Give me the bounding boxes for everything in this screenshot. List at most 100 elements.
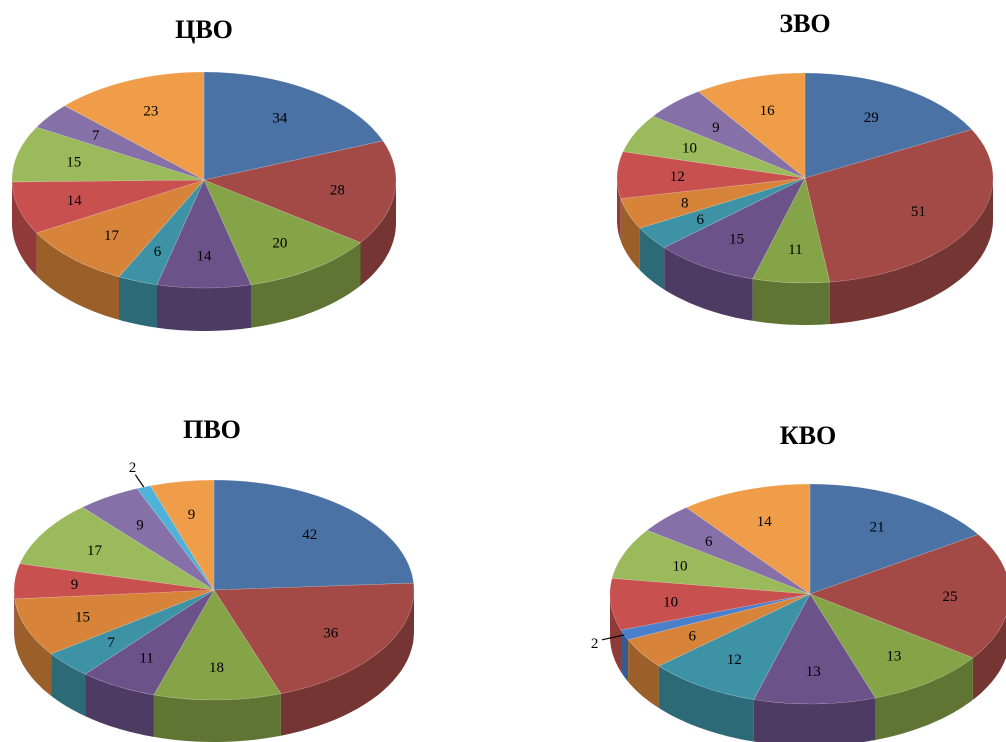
data-label-pvo: 9 bbox=[188, 507, 196, 523]
pie-slice-kvo bbox=[809, 483, 979, 595]
pie-slice-kvo bbox=[753, 593, 876, 705]
data-label-pvo: 36 bbox=[323, 625, 339, 641]
pie-slice-kvo bbox=[809, 534, 1006, 659]
data-label-zvo: 15 bbox=[729, 231, 744, 247]
pie-slice-kvo bbox=[609, 577, 811, 631]
pie-side-kvo bbox=[875, 657, 973, 740]
pie-side-cvo bbox=[251, 242, 361, 328]
pie-slice-zvo bbox=[620, 177, 806, 229]
data-label-pvo: 18 bbox=[209, 660, 224, 676]
data-label-pvo: 7 bbox=[107, 635, 115, 651]
data-label-pvo: 9 bbox=[136, 518, 144, 534]
pie-slice-cvo bbox=[36, 105, 205, 181]
data-label-zvo: 12 bbox=[670, 169, 685, 185]
pie-chart-cvo: 34 28 20 14 6 17 14 15 7 23 bbox=[11, 71, 397, 331]
pie-side-pvo bbox=[153, 693, 281, 742]
data-label-pvo: 17 bbox=[87, 543, 103, 559]
pie-slice-cvo bbox=[64, 71, 205, 181]
pie-side-pvo bbox=[14, 590, 15, 641]
pie-slice-cvo bbox=[202, 140, 397, 243]
data-label-cvo: 20 bbox=[272, 235, 287, 251]
data-label-cvo: 15 bbox=[66, 155, 81, 171]
data-label-zvo: 11 bbox=[788, 242, 802, 258]
data-label-zvo: 6 bbox=[697, 212, 705, 228]
data-label-cvo: 28 bbox=[330, 182, 345, 198]
pie-slice-zvo bbox=[616, 151, 806, 199]
pie-side-cvo bbox=[12, 181, 37, 276]
leader-line bbox=[134, 474, 145, 488]
pie-side-zvo bbox=[664, 247, 753, 321]
data-label-cvo: 23 bbox=[143, 104, 158, 120]
data-label-cvo: 17 bbox=[104, 228, 120, 244]
pie-slice-kvo bbox=[685, 483, 811, 595]
pie-slice-zvo bbox=[804, 129, 994, 283]
pie-side-cvo bbox=[157, 284, 251, 331]
data-label-zvo: 16 bbox=[760, 103, 776, 119]
data-label-zvo: 10 bbox=[682, 141, 697, 157]
data-label-zvo: 51 bbox=[911, 204, 926, 220]
pie-slice-pvo bbox=[14, 589, 215, 655]
chart-title-pvo: ПВО bbox=[183, 415, 241, 444]
pie-slice-pvo bbox=[13, 563, 215, 600]
pie-slice-cvo bbox=[203, 71, 384, 181]
data-label-cvo: 7 bbox=[92, 128, 100, 144]
data-label-cvo: 34 bbox=[272, 111, 288, 127]
pie-side-kvo bbox=[610, 594, 621, 672]
data-label-pvo: 15 bbox=[75, 609, 90, 625]
pie-side-kvo bbox=[621, 630, 629, 682]
pie-slice-pvo bbox=[81, 488, 215, 591]
data-label-pvo: 2 bbox=[129, 460, 137, 476]
data-label-cvo: 6 bbox=[154, 244, 162, 260]
data-label-zvo: 9 bbox=[712, 120, 720, 136]
data-label-kvo: 6 bbox=[705, 534, 713, 550]
pie-slice-zvo bbox=[652, 91, 806, 179]
pie-slice-cvo bbox=[36, 179, 205, 278]
data-label-kvo: 10 bbox=[663, 594, 678, 610]
chart-title-kvo: КВО bbox=[780, 421, 836, 450]
pie-slice-zvo bbox=[639, 177, 806, 248]
chart-title-zvo: ЗВО bbox=[779, 9, 830, 38]
data-label-kvo: 21 bbox=[870, 519, 885, 535]
pie-slice-kvo bbox=[611, 529, 811, 595]
pie-slice-pvo bbox=[136, 485, 215, 591]
data-label-cvo: 14 bbox=[197, 249, 213, 265]
pie-side-pvo bbox=[14, 598, 52, 696]
pie-slice-pvo bbox=[153, 589, 282, 701]
pie-side-cvo bbox=[360, 180, 396, 286]
pie-slice-cvo bbox=[156, 179, 252, 289]
data-label-kvo: 6 bbox=[688, 629, 696, 645]
data-label-pvo: 11 bbox=[139, 651, 153, 667]
pie-slice-pvo bbox=[150, 479, 215, 592]
pie-side-cvo bbox=[36, 232, 119, 320]
data-label-cvo: 14 bbox=[67, 193, 83, 209]
pie-slice-pvo bbox=[50, 589, 215, 675]
data-label-kvo: 13 bbox=[886, 649, 901, 665]
data-label-zvo: 29 bbox=[864, 110, 879, 126]
pie-slice-cvo bbox=[203, 179, 362, 286]
pie-slice-zvo bbox=[697, 72, 806, 179]
pie-side-kvo bbox=[658, 666, 754, 742]
pie-slice-kvo bbox=[646, 507, 811, 595]
pie-side-kvo bbox=[972, 615, 1006, 700]
pie-side-kvo bbox=[753, 698, 876, 742]
pie-side-pvo bbox=[51, 653, 86, 717]
data-label-pvo: 42 bbox=[302, 527, 317, 543]
pie-slice-pvo bbox=[213, 582, 415, 695]
pie-side-kvo bbox=[628, 639, 659, 708]
pie-side-zvo bbox=[752, 278, 830, 325]
pie-side-pvo bbox=[85, 674, 154, 737]
pie-slice-zvo bbox=[663, 177, 806, 280]
pie-chart-pvo: 42 36 18 11 7 15 9 17 9 2 9 bbox=[13, 460, 415, 742]
data-label-kvo: 25 bbox=[943, 589, 958, 605]
pie-side-zvo bbox=[620, 198, 640, 271]
leader-line bbox=[601, 634, 625, 641]
chart-title-cvo: ЦВО bbox=[175, 15, 233, 44]
pie-slice-kvo bbox=[627, 593, 811, 667]
pie-slice-cvo bbox=[11, 126, 205, 183]
data-label-kvo: 13 bbox=[806, 664, 821, 680]
data-label-zvo: 8 bbox=[681, 195, 689, 211]
pie-chart-zvo: 29 51 11 15 68 12 10 9 16 bbox=[616, 72, 994, 325]
pie-side-zvo bbox=[617, 178, 621, 241]
